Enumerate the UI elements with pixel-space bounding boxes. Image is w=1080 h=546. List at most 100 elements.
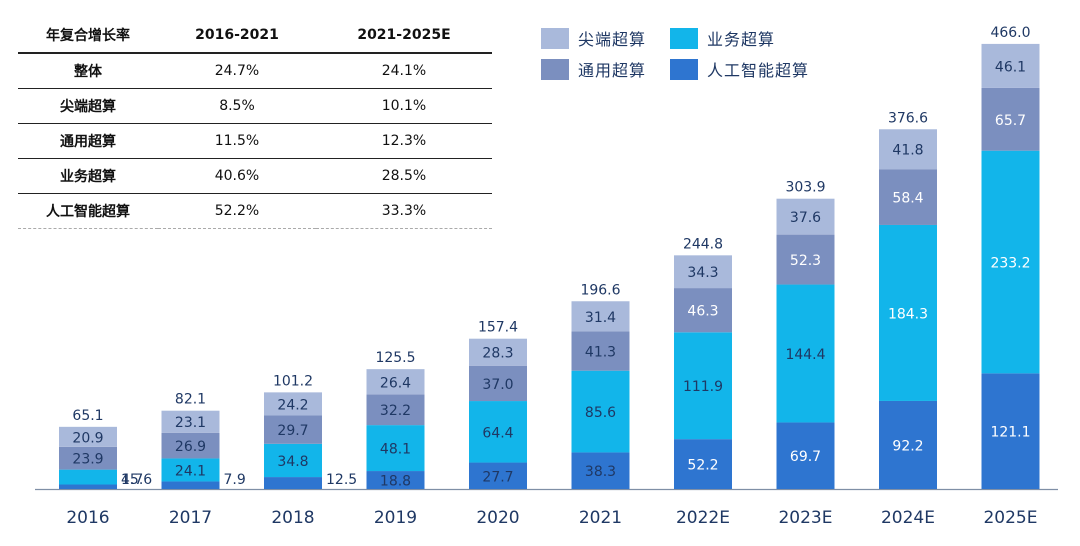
bar-segment	[571, 452, 630, 489]
segment-label: 38.3	[585, 464, 616, 480]
total-label: 466.0	[990, 25, 1030, 41]
segment-label: 31.4	[585, 310, 616, 326]
x-tick-label: 2016	[66, 508, 109, 528]
total-label: 82.1	[175, 392, 206, 408]
cagr-table-header: 年复合增长率 2016-2021 2021-2025E	[18, 18, 492, 54]
segment-label: 46.3	[687, 304, 718, 320]
total-label: 65.1	[72, 408, 103, 424]
total-label: 244.8	[683, 236, 723, 252]
x-tick-label: 2017	[169, 508, 212, 528]
bar-segment	[59, 426, 117, 447]
segment-label: 144.4	[785, 347, 825, 363]
bar-segment	[469, 401, 527, 463]
legend-label: 通用超算	[578, 61, 646, 80]
cagr-row: 人工智能超算 52.2% 33.3%	[18, 193, 492, 229]
segment-label: 69.7	[790, 449, 821, 465]
bar-segment	[674, 439, 732, 489]
bar-segment	[981, 150, 1040, 374]
bar-segment	[674, 288, 732, 333]
x-tick-label: 2022E	[676, 508, 730, 528]
bar-segment	[59, 446, 117, 470]
bar-segment	[366, 394, 425, 426]
segment-label: 65.7	[995, 113, 1026, 129]
segment-label: 233.2	[990, 256, 1030, 272]
bar-segment	[674, 332, 732, 440]
bar-segment	[59, 469, 117, 485]
legend-swatch	[541, 28, 569, 49]
bar-segment	[366, 425, 425, 472]
segment-label: 34.8	[277, 454, 308, 470]
bar-segment	[981, 373, 1040, 489]
bar-segment	[776, 284, 835, 423]
total-label: 101.2	[273, 373, 313, 389]
cagr-row: 尖端超算 8.5% 10.1%	[18, 88, 492, 124]
cagr-row-label: 人工智能超算	[18, 193, 158, 229]
segment-label: 52.2	[687, 458, 718, 474]
legend-swatch	[670, 28, 698, 49]
bar-segment	[879, 129, 937, 170]
cagr-header-period-1: 2016-2021	[158, 18, 316, 54]
segment-label: 37.0	[482, 377, 513, 393]
x-tick-label: 2019	[374, 508, 417, 528]
cagr-row-value-2: 10.1%	[315, 88, 492, 124]
segment-label: 23.9	[72, 452, 103, 468]
bar-segment	[571, 301, 630, 332]
segment-label: 28.3	[482, 346, 513, 362]
segment-label: 34.3	[687, 265, 718, 281]
cagr-header-title: 年复合增长率	[18, 18, 158, 54]
bar-segment	[981, 43, 1040, 88]
x-tick-label: 2023E	[778, 508, 832, 528]
segment-label: 58.4	[892, 191, 923, 207]
x-tick-label: 2020	[476, 508, 519, 528]
bar-segment	[879, 400, 937, 489]
segment-label: 26.9	[175, 439, 206, 455]
bar-segment	[161, 410, 220, 433]
cagr-row-value-1: 11.5%	[158, 123, 316, 159]
segment-label: 26.4	[380, 375, 411, 391]
bar-segment	[776, 422, 835, 489]
bar-segment	[776, 198, 835, 235]
bar-segment	[776, 234, 835, 285]
segment-label: 52.3	[790, 253, 821, 269]
cagr-row-value-1: 8.5%	[158, 88, 316, 124]
legend-label: 业务超算	[707, 30, 775, 49]
x-tick-label: 2021	[579, 508, 622, 528]
segment-label: 27.7	[482, 469, 513, 485]
bar-segment	[571, 370, 630, 453]
bar-segment	[879, 169, 937, 225]
cagr-row-value-2: 12.3%	[315, 123, 492, 159]
legend-swatch	[670, 59, 698, 80]
bar-segment	[161, 432, 220, 459]
segment-label: 37.6	[790, 210, 821, 226]
bar-segment	[264, 392, 322, 416]
segment-label: 46.1	[995, 59, 1026, 75]
bar-segment	[161, 481, 220, 489]
segment-label: 41.3	[585, 344, 616, 360]
bar-segment	[264, 477, 322, 489]
segment-label: 12.5	[326, 472, 357, 488]
cagr-table: 年复合增长率 2016-2021 2021-2025E 整体 24.7% 24.…	[18, 18, 492, 229]
segment-label: 20.9	[72, 430, 103, 446]
cagr-row: 整体 24.7% 24.1%	[18, 53, 492, 89]
cagr-row-label: 尖端超算	[18, 88, 158, 124]
cagr-row-label: 业务超算	[18, 158, 158, 194]
total-label: 303.9	[785, 180, 825, 196]
cagr-row-value-1: 40.6%	[158, 158, 316, 194]
cagr-row-label: 整体	[18, 53, 158, 89]
segment-label: 24.1	[175, 463, 206, 479]
total-label: 157.4	[478, 320, 518, 336]
total-label: 376.6	[888, 110, 928, 126]
segment-label: 111.9	[683, 379, 723, 395]
segment-label: 41.8	[892, 143, 923, 159]
bar-segment	[879, 224, 937, 401]
cagr-row: 业务超算 40.6% 28.5%	[18, 158, 492, 194]
bar-segment	[366, 369, 425, 395]
cagr-row-value-2: 28.5%	[315, 158, 492, 194]
bar-segment	[264, 415, 322, 444]
bar-segment	[981, 87, 1040, 151]
total-label: 196.6	[580, 282, 620, 298]
x-tick-label: 2024E	[881, 508, 935, 528]
bar-segment	[366, 471, 425, 489]
bar-segment	[161, 458, 220, 482]
